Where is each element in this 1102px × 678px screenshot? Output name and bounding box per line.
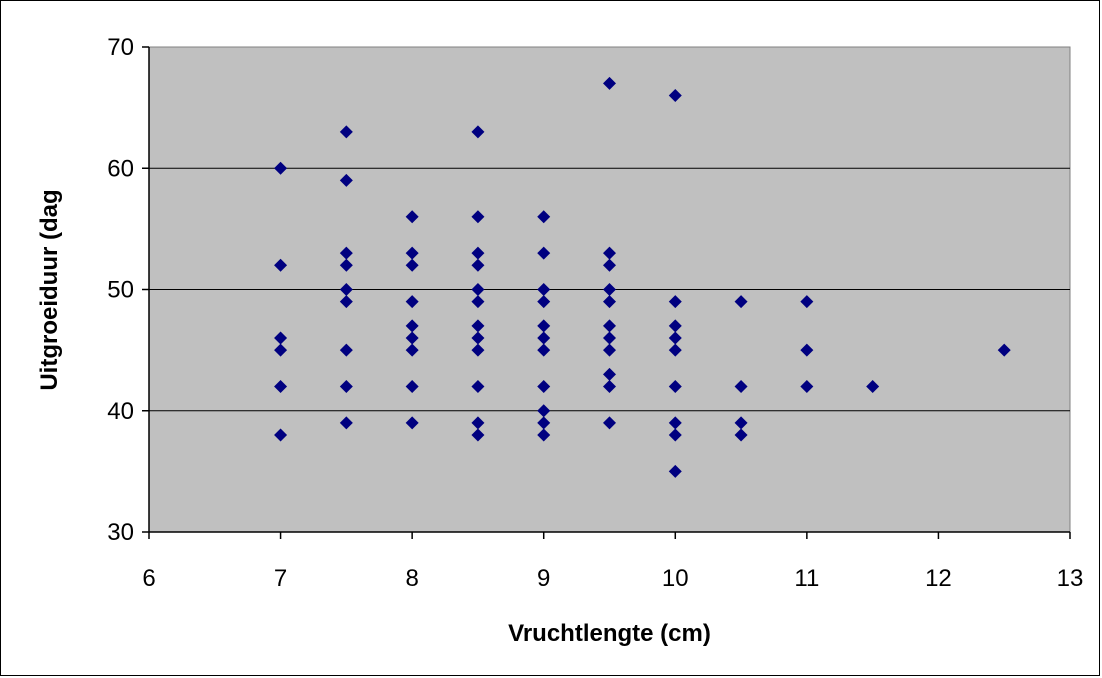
- data-point: [668, 416, 682, 430]
- data-point: [471, 283, 485, 296]
- y-tick-label-40: 40: [107, 398, 134, 425]
- data-point: [537, 210, 551, 224]
- y-tick-label-70: 70: [107, 34, 134, 61]
- data-point: [471, 125, 485, 139]
- data-point: [274, 343, 288, 357]
- data-point: [603, 283, 616, 296]
- data-point: [471, 258, 485, 272]
- tick-labels: 6 7 8 9 10 11 12 13 30 40 50 60 70: [107, 34, 1083, 592]
- data-point: [339, 416, 353, 430]
- data-point: [471, 416, 485, 430]
- axes: [142, 46, 1071, 539]
- data-point: [405, 416, 419, 430]
- data-points: [274, 76, 1011, 478]
- data-point: [866, 380, 880, 393]
- data-point: [603, 416, 616, 430]
- y-axis-title: Uitgroeiduur (dag: [36, 189, 63, 390]
- data-point: [405, 258, 419, 272]
- x-tick-label-11: 11: [794, 565, 819, 592]
- data-point: [339, 283, 353, 296]
- data-point: [603, 319, 616, 333]
- x-tick-label-8: 8: [405, 565, 418, 592]
- data-point: [339, 343, 353, 357]
- y-tick-label-60: 60: [107, 155, 134, 182]
- data-point: [405, 331, 419, 345]
- data-point: [734, 295, 748, 309]
- data-point: [537, 283, 551, 296]
- data-point: [405, 295, 419, 309]
- data-point: [537, 319, 551, 333]
- data-point: [471, 319, 485, 333]
- data-point: [668, 89, 682, 102]
- data-point: [471, 380, 485, 393]
- data-point: [339, 246, 353, 260]
- data-point: [668, 428, 682, 442]
- data-point: [537, 428, 551, 442]
- data-point: [471, 331, 485, 345]
- data-point: [405, 319, 419, 333]
- data-point: [339, 258, 353, 272]
- data-point: [405, 246, 419, 260]
- x-tick-label-10: 10: [662, 565, 689, 592]
- data-point: [274, 161, 288, 175]
- data-point: [537, 331, 551, 345]
- data-point: [339, 173, 353, 187]
- data-point: [471, 295, 485, 309]
- data-point: [405, 210, 419, 224]
- data-point: [274, 428, 288, 442]
- x-axis-title: Vruchtlengte (cm): [508, 620, 711, 647]
- data-point: [405, 380, 419, 393]
- data-point: [603, 331, 616, 345]
- y-tick-label-30: 30: [107, 519, 134, 546]
- x-tick-label-13: 13: [1057, 565, 1084, 592]
- y-tick-label-50: 50: [107, 277, 134, 304]
- data-point: [537, 404, 551, 418]
- data-point: [668, 464, 682, 478]
- data-point: [734, 428, 748, 442]
- data-point: [997, 343, 1011, 357]
- data-point: [800, 380, 814, 393]
- data-point: [603, 380, 616, 393]
- data-point: [471, 246, 485, 260]
- x-tick-label-6: 6: [142, 565, 155, 592]
- data-point: [668, 331, 682, 345]
- x-tick-label-9: 9: [537, 565, 550, 592]
- data-point: [537, 343, 551, 357]
- data-point: [339, 125, 353, 139]
- data-point: [339, 295, 353, 309]
- data-point: [800, 295, 814, 309]
- x-tick-label-12: 12: [925, 565, 952, 592]
- data-point: [537, 416, 551, 430]
- data-point: [800, 343, 814, 357]
- data-point: [537, 295, 551, 309]
- data-point: [603, 76, 616, 90]
- data-point: [668, 319, 682, 333]
- data-point: [471, 343, 485, 357]
- data-point: [537, 380, 551, 393]
- data-point: [537, 246, 551, 260]
- data-point: [734, 416, 748, 430]
- x-tick-label-7: 7: [274, 565, 287, 592]
- data-point: [405, 343, 419, 357]
- data-point: [603, 343, 616, 357]
- data-point: [668, 343, 682, 357]
- data-point: [274, 380, 288, 393]
- data-point: [603, 367, 616, 381]
- data-point: [471, 428, 485, 442]
- data-point: [603, 258, 616, 272]
- data-point: [734, 380, 748, 393]
- data-point: [603, 295, 616, 309]
- data-point: [274, 258, 288, 272]
- data-point: [339, 380, 353, 393]
- data-point: [274, 331, 288, 345]
- data-point: [668, 295, 682, 309]
- data-point: [603, 246, 616, 260]
- data-point: [471, 210, 485, 224]
- data-point: [668, 380, 682, 393]
